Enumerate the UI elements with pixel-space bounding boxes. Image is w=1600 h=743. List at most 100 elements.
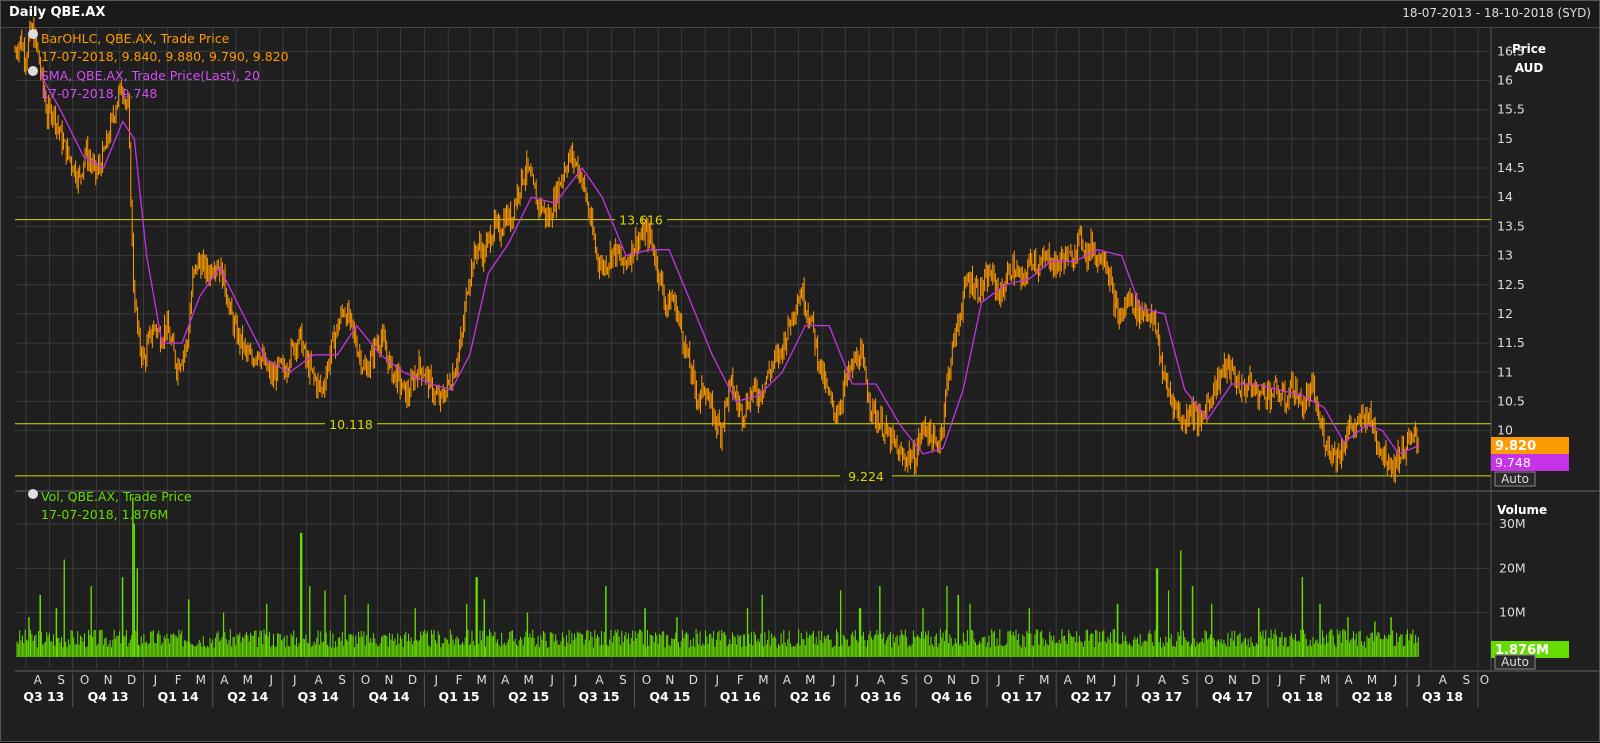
month-label: J (1416, 673, 1421, 687)
month-label: F (737, 673, 744, 687)
volume-auto-button[interactable] (1494, 654, 1536, 670)
month-label: O (923, 673, 932, 687)
last-volume-tag (1491, 641, 1569, 658)
month-label: J (855, 673, 860, 687)
volume-tick-label: 20M (1499, 560, 1526, 575)
month-label: S (1182, 673, 1190, 687)
quarter-label: Q1 18 (1282, 689, 1323, 704)
month-label: S (901, 673, 909, 687)
month-label: J (268, 673, 273, 687)
bar-legend-icon[interactable] (28, 29, 38, 39)
last-price-tag (1491, 437, 1569, 454)
month-label: D (970, 673, 979, 687)
price-tick-label: 12.5 (1497, 277, 1525, 292)
price-auto-button[interactable] (1494, 471, 1536, 487)
month-label: A (1064, 673, 1073, 687)
month-label: S (57, 673, 65, 687)
month-label: A (220, 673, 229, 687)
month-label: M (805, 673, 815, 687)
sma-value: 9.748 (1495, 455, 1531, 470)
support-label-bg (615, 211, 667, 228)
vol-legend-values: 17-07-2018, 1.876M (41, 507, 168, 522)
month-label: D (127, 673, 136, 687)
month-label: J (549, 673, 554, 687)
quarter-label: Q2 14 (227, 689, 268, 704)
quarter-label: Q3 15 (579, 689, 620, 704)
month-label: N (665, 673, 674, 687)
bar-legend-values: 17-07-2018, 9.840, 9.880, 9.790, 9.820 (41, 49, 289, 64)
quarter-label: Q4 16 (931, 689, 972, 704)
month-label: J (573, 673, 578, 687)
month-label: N (385, 673, 394, 687)
month-label: M (477, 673, 487, 687)
month-label: A (783, 673, 792, 687)
support-line-label: 9.224 (848, 469, 884, 484)
quarter-label: Q3 13 (23, 689, 64, 704)
sma-legend-label: SMA, QBE.AX, Trade Price(Last), 20 (41, 68, 260, 83)
quarter-label: Q4 17 (1212, 689, 1253, 704)
quarter-label: Q2 15 (508, 689, 549, 704)
support-line-label: 10.118 (329, 417, 373, 432)
volume-axis-ticks: 30M 20M 10M (1499, 516, 1526, 620)
sma-legend-values: 17-07-2018, 9.748 (41, 86, 157, 101)
month-label: O (642, 673, 651, 687)
price-tick-label: 10.5 (1497, 393, 1525, 408)
vol-legend-label: Vol, QBE.AX, Trade Price (41, 489, 192, 504)
support-label-bg (325, 415, 377, 432)
month-label: F (1018, 673, 1025, 687)
month-label: J (1135, 673, 1140, 687)
last-volume-value: 1.876M (1495, 643, 1549, 658)
month-label: D (1251, 673, 1260, 687)
quarter-label: Q4 13 (88, 689, 129, 704)
price-pane[interactable] (15, 28, 1491, 489)
month-label: J (996, 673, 1001, 687)
price-tick-label: 16.5 (1497, 43, 1525, 58)
quarter-label: Q4 15 (649, 689, 690, 704)
quarter-label: Q3 17 (1141, 689, 1182, 704)
price-tick-label: 12 (1497, 306, 1513, 321)
volume-auto-label: Auto (1501, 655, 1529, 669)
month-label: M (1320, 673, 1330, 687)
title-bar: Daily QBE.AX 18-07-2013 - 18-10-2018 (SY… (1, 1, 1599, 28)
month-label: M (243, 673, 253, 687)
month-label: N (947, 673, 956, 687)
volume-axis-title: Volume (1497, 503, 1547, 517)
month-label: S (1463, 673, 1471, 687)
vol-legend-icon[interactable] (28, 489, 38, 499)
month-label: O (1204, 673, 1213, 687)
grid-lines (15, 28, 1491, 669)
month-label: D (408, 673, 417, 687)
price-tick-label: 10 (1497, 423, 1513, 438)
month-label: J (1112, 673, 1117, 687)
price-axis-title: Price (1512, 42, 1546, 56)
month-label: F (1299, 673, 1306, 687)
quarter-label: Q2 16 (790, 689, 831, 704)
month-label: D (689, 673, 698, 687)
month-label: N (1228, 673, 1237, 687)
price-tick-label: 13.5 (1497, 218, 1525, 233)
quarter-label: Q2 17 (1071, 689, 1112, 704)
month-label: F (456, 673, 463, 687)
month-label: M (1367, 673, 1377, 687)
price-tick-label: 14 (1497, 189, 1513, 204)
month-label: A (877, 673, 886, 687)
month-label: A (1158, 673, 1167, 687)
month-label: F (175, 673, 182, 687)
date-range-label[interactable]: 18-07-2013 - 18-10-2018 (SYD) (1402, 6, 1591, 20)
quarter-label: Q2 18 (1352, 689, 1393, 704)
month-label: N (104, 673, 113, 687)
month-label: S (338, 673, 346, 687)
quarter-label: Q3 18 (1422, 689, 1463, 704)
quarter-label: Q1 15 (438, 689, 479, 704)
volume-tick-label: 30M (1499, 516, 1526, 531)
price-auto-label: Auto (1501, 472, 1529, 486)
month-label: A (1345, 673, 1354, 687)
sma-legend-icon[interactable] (28, 66, 38, 76)
quarter-label: Q1 16 (720, 689, 761, 704)
month-label: J (153, 673, 158, 687)
price-tick-label: 11.5 (1497, 335, 1525, 350)
quarter-label: Q3 14 (298, 689, 339, 704)
month-label: A (34, 673, 43, 687)
